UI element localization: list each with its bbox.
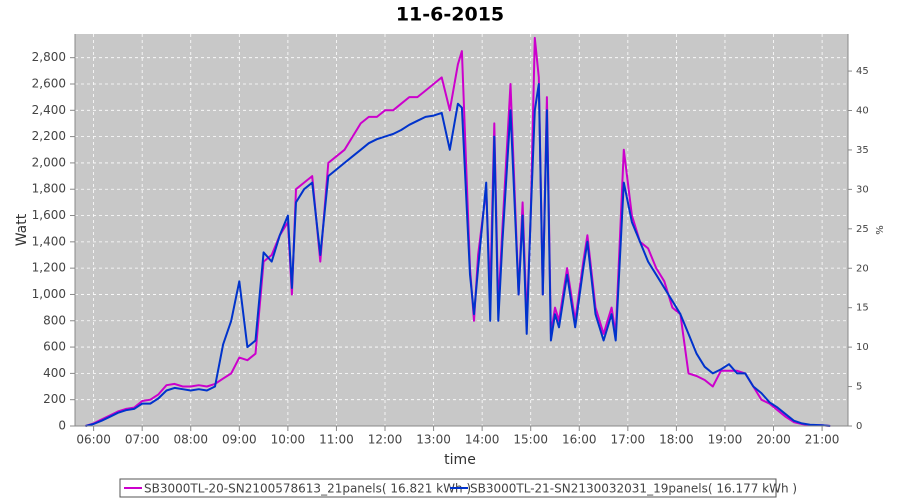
y2-tick-label: 10: [856, 342, 869, 353]
y2-tick-label: 0: [856, 421, 862, 432]
x-tick-label: 21:00: [805, 433, 840, 447]
y2-tick-label: 35: [856, 145, 869, 156]
y-tick-label: 1,800: [32, 182, 66, 196]
y-tick-label: 200: [43, 392, 66, 406]
y2-tick-label: 25: [856, 224, 869, 235]
y2-tick-label: 15: [856, 303, 869, 314]
plot-area: [75, 34, 848, 426]
x-axis-label: time: [444, 452, 476, 468]
y-tick-label: 0: [58, 419, 66, 433]
x-tick-label: 08:00: [173, 433, 208, 447]
x-tick-label: 15:00: [513, 433, 548, 447]
x-tick-label: 19:00: [708, 433, 743, 447]
legend: [119, 478, 777, 498]
y-tick-label: 1,600: [32, 208, 66, 222]
y-tick-label: 1,000: [32, 287, 66, 301]
y-tick-label: 400: [43, 366, 66, 380]
y2-tick-label: 40: [856, 106, 869, 117]
x-tick-label: 17:00: [611, 433, 646, 447]
x-tick-label: 16:00: [562, 433, 597, 447]
x-tick-label: 10:00: [271, 433, 306, 447]
y2-axis-label: %: [875, 225, 886, 235]
x-tick-label: 13:00: [416, 433, 451, 447]
y-tick-label: 2,600: [32, 76, 66, 90]
y2-tick-label: 5: [856, 382, 862, 393]
lines: [85, 36, 831, 427]
x-tick-label: 18:00: [659, 433, 694, 447]
y-tick-label: 2,000: [32, 155, 66, 169]
y-tick-label: 600: [43, 340, 66, 354]
y-tick-label: 1,200: [32, 261, 66, 275]
y-tick-label: 2,200: [32, 129, 66, 143]
x-tick-label: 07:00: [125, 433, 160, 447]
x-tick-label: 06:00: [76, 433, 111, 447]
x-tick-label: 09:00: [222, 433, 257, 447]
y-tick-label: 1,400: [32, 234, 66, 248]
x-tick-label: 14:00: [465, 433, 500, 447]
x-tick-label: 11:00: [319, 433, 354, 447]
y2-tick-label: 20: [856, 263, 869, 274]
x-tick-label: 20:00: [756, 433, 791, 447]
y-tick-label: 2,800: [32, 50, 66, 64]
series-line: [85, 83, 831, 427]
legend-label: SB3000TL-21-SN2130032031_19panels( 16.17…: [470, 482, 797, 496]
y-tick-label: 800: [43, 313, 66, 327]
x-tick-label: 12:00: [368, 433, 403, 447]
chart-title: 11-6-2015: [396, 4, 504, 26]
y2-tick-label: 30: [856, 184, 869, 195]
y-axis-label: Watt: [14, 213, 30, 246]
y-tick-label: 2,400: [32, 103, 66, 117]
series-line: [85, 36, 831, 427]
y2-tick-label: 45: [856, 66, 869, 77]
legend-label: SB3000TL-20-SN2100578613_21panels( 16.82…: [144, 482, 471, 496]
